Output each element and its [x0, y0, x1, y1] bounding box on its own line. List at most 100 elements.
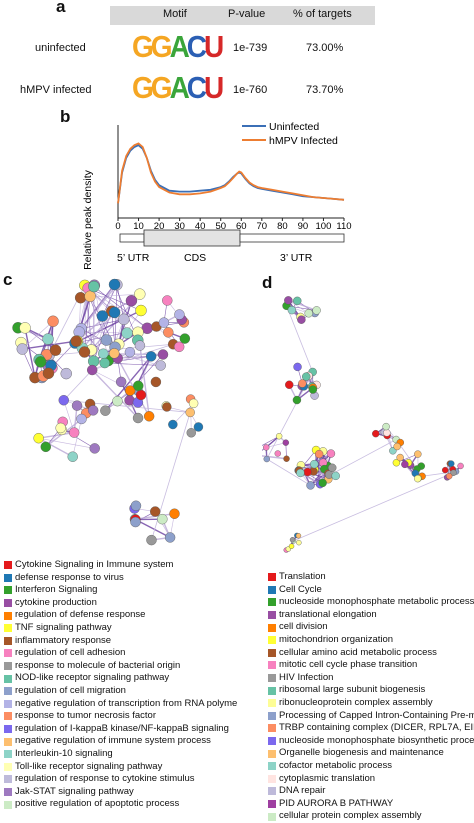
network-node — [85, 291, 96, 302]
network-node — [302, 373, 310, 381]
x-tick-label: 70 — [257, 221, 268, 232]
legend-swatch — [268, 775, 276, 783]
legend-label: cellular protein complex assembly — [279, 810, 422, 823]
label-5utr: 5’ UTR — [117, 252, 150, 264]
legend-label: DNA repair — [279, 785, 325, 798]
network-node — [296, 469, 304, 477]
network-node — [328, 464, 336, 472]
network-node — [169, 509, 179, 519]
network-node — [131, 501, 141, 511]
network-node — [189, 399, 198, 408]
legend-label: HIV Infection — [279, 672, 333, 685]
legend-label: Processing of Capped Intron-Containing P… — [279, 710, 474, 723]
network-node — [69, 428, 79, 438]
network-node — [131, 517, 141, 527]
network-node — [56, 423, 66, 433]
legend-swatch — [268, 573, 276, 581]
motif-letter-a: A — [170, 73, 187, 104]
legend-swatch — [268, 737, 276, 745]
cds-region — [144, 230, 240, 246]
network-nodes — [262, 296, 464, 552]
legend-item: regulation of cell adhesion — [4, 647, 237, 660]
network-node — [68, 452, 78, 462]
row-label-uninfected: uninfected — [35, 42, 86, 54]
legend-label: cell division — [279, 621, 328, 634]
network-node — [285, 381, 293, 389]
legend-swatch — [268, 813, 276, 821]
label-cds: CDS — [184, 252, 206, 264]
legend-label: cytoplasmic translation — [279, 773, 375, 786]
network-node — [144, 411, 154, 421]
network-node — [442, 467, 448, 473]
label-3utr: 3’ UTR — [280, 252, 313, 264]
legend-swatch — [268, 800, 276, 808]
legend-label: regulation of cell migration — [15, 685, 126, 698]
legend-label: mitotic cell cycle phase transition — [279, 659, 417, 672]
legend-swatch — [268, 712, 276, 720]
network-node — [284, 456, 290, 462]
legend-label: Interleukin-10 signaling — [15, 748, 113, 761]
x-tick-label: 10 — [133, 221, 144, 232]
legend-swatch — [4, 675, 12, 683]
network-node — [305, 309, 313, 317]
utr5-region — [120, 234, 144, 242]
network-node — [448, 461, 454, 467]
network-node — [372, 430, 379, 437]
legend-label: translational elongation — [279, 609, 377, 622]
legend-item: cell division — [268, 621, 474, 634]
legend-label: inflammatory response — [15, 635, 111, 648]
legend-item: nucleoside monophosphate biosynthetic pr… — [268, 735, 474, 748]
network-node — [158, 350, 168, 360]
legend-label: ribosomal large subunit biogenesis — [279, 684, 425, 697]
legend-item: ribosomal large subunit biogenesis — [268, 684, 474, 697]
network-node — [146, 351, 156, 361]
network-node — [43, 334, 54, 345]
x-tick-label: 90 — [298, 221, 309, 232]
legend-item: NOD-like receptor signaling pathway — [4, 672, 237, 685]
legend-label: TRBP containing complex (DICER, RPL7A, E… — [279, 722, 474, 735]
network-node — [283, 440, 289, 446]
legend-label: cofactor metabolic process — [279, 760, 392, 773]
legend-swatch — [4, 637, 12, 645]
network-node — [88, 281, 99, 292]
network-node — [112, 396, 122, 406]
legend-swatch — [268, 649, 276, 657]
network-node — [97, 310, 108, 321]
network-node — [109, 307, 120, 318]
pvalue-uninfected: 1e-739 — [233, 42, 267, 54]
network-node — [298, 380, 306, 388]
legend-label: Interferon Signaling — [15, 584, 97, 597]
legend-item: Interleukin-10 signaling — [4, 748, 237, 761]
legend-label: negative regulation of immune system pro… — [15, 735, 211, 748]
legend-label: cytokine production — [15, 597, 97, 610]
motif-letter-g: G — [151, 32, 170, 63]
network-node — [125, 347, 135, 357]
network-node — [157, 514, 167, 524]
legend-label: Cytokine Signaling in Immune system — [15, 559, 173, 572]
legend-swatch — [4, 712, 12, 720]
legend-label: Translation — [279, 571, 326, 584]
series-line-hmpv — [118, 143, 344, 203]
legend-label: Cell Cycle — [279, 584, 322, 597]
legend-swatch — [268, 611, 276, 619]
legend-swatch — [4, 738, 12, 746]
network-node — [310, 460, 318, 468]
legend-swatch — [4, 725, 12, 733]
network-node — [289, 544, 294, 549]
y-axis-label: Relative peak density — [82, 169, 94, 270]
legend-item: cofactor metabolic process — [268, 760, 474, 773]
network-node — [296, 540, 301, 545]
network-node — [397, 454, 404, 461]
legend-label: Toll-like receptor signaling pathway — [15, 761, 162, 774]
network-node — [319, 479, 327, 487]
network-edge — [151, 412, 190, 540]
network-node — [118, 314, 129, 325]
network-node — [133, 413, 143, 423]
legend-label: response to molecule of bacterial origin — [15, 660, 180, 673]
network-node — [41, 442, 51, 452]
network-node — [290, 537, 295, 542]
legend-label: Organelle biogenesis and maintenance — [279, 747, 444, 760]
network-node — [48, 316, 59, 327]
network-node — [294, 363, 302, 371]
